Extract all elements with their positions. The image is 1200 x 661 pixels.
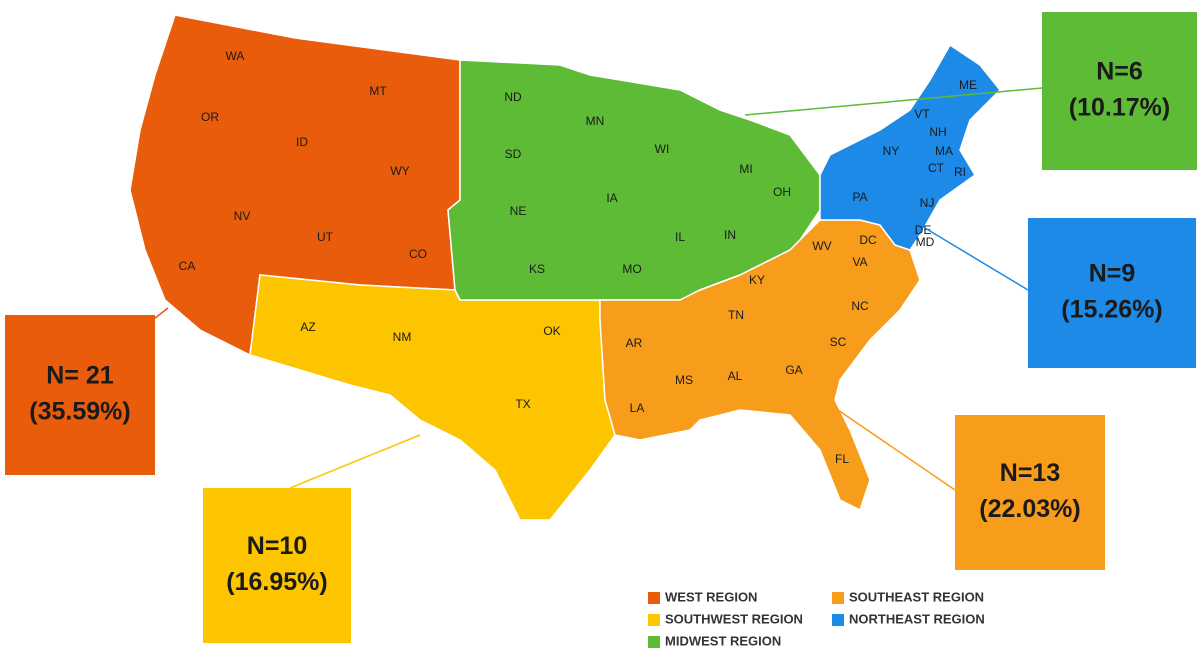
state-label: AZ: [300, 320, 315, 334]
state-label: NM: [393, 330, 412, 344]
state-label: OH: [773, 185, 791, 199]
state-label: NE: [510, 204, 527, 218]
callout-count: N=13: [1000, 459, 1060, 487]
state-label: RI: [954, 165, 966, 179]
state-label: WA: [226, 49, 245, 63]
state-label: SC: [830, 335, 847, 349]
callout-box: [5, 315, 155, 475]
region-shape: [819, 43, 1002, 251]
state-label: NC: [851, 299, 869, 313]
state-label: MI: [739, 162, 752, 176]
state-label: IA: [606, 191, 617, 205]
state-label: NJ: [920, 196, 935, 210]
callout-count: N=10: [247, 532, 307, 560]
state-label: CO: [409, 247, 427, 261]
callout-count: N=6: [1096, 58, 1143, 86]
state-label: LA: [630, 401, 645, 415]
state-label: WI: [655, 142, 670, 156]
legend-label: WEST REGION: [665, 589, 757, 604]
state-label: MS: [675, 373, 693, 387]
callout-box: [1042, 12, 1197, 170]
state-label: KS: [529, 262, 545, 276]
callout-leader: [744, 87, 1043, 116]
state-label: DE: [915, 223, 932, 237]
state-label: VT: [914, 107, 930, 121]
region-shape: [599, 219, 921, 512]
legend-label: NORTHEAST REGION: [849, 611, 985, 626]
legend-label: SOUTHWEST REGION: [665, 611, 803, 626]
state-label: FL: [835, 452, 849, 466]
callout-percent: (35.59%): [29, 398, 130, 426]
legend-swatch: [648, 636, 660, 648]
state-label: NH: [929, 125, 946, 139]
callout-leader: [919, 224, 1029, 291]
state-label: MN: [586, 114, 605, 128]
callout-percent: (15.26%): [1061, 296, 1162, 324]
state-label: WV: [812, 239, 831, 253]
state-label: WY: [390, 164, 409, 178]
legend-swatch: [648, 592, 660, 604]
callout-percent: (22.03%): [979, 495, 1080, 523]
state-label: ME: [959, 78, 977, 92]
state-label: OR: [201, 110, 219, 124]
state-label: PA: [852, 190, 867, 204]
callout-leader: [837, 409, 956, 491]
state-label: ND: [504, 90, 522, 104]
state-label: IN: [724, 228, 736, 242]
state-label: GA: [785, 363, 802, 377]
state-label: KY: [749, 273, 765, 287]
state-label: CA: [179, 259, 196, 273]
callout-leader: [289, 434, 421, 489]
state-label: MO: [622, 262, 641, 276]
legend-label: SOUTHEAST REGION: [849, 589, 984, 604]
callout-box: [955, 415, 1105, 570]
state-label: IL: [675, 230, 685, 244]
state-label: TN: [728, 308, 744, 322]
legend-swatch: [832, 592, 844, 604]
state-label: DC: [859, 233, 877, 247]
state-label: AR: [626, 336, 643, 350]
state-label: AL: [728, 369, 743, 383]
callout-count: N=9: [1089, 260, 1136, 288]
state-label: MA: [935, 144, 953, 158]
callout-percent: (16.95%): [226, 568, 327, 596]
state-label: MT: [369, 84, 387, 98]
legend-swatch: [648, 614, 660, 626]
callout-percent: (10.17%): [1069, 94, 1170, 122]
legend-label: MIDWEST REGION: [665, 633, 781, 648]
state-label: UT: [317, 230, 334, 244]
state-label: VA: [852, 255, 867, 269]
state-label: MD: [916, 235, 935, 249]
state-label: ID: [296, 135, 308, 149]
region-shape: [249, 274, 616, 521]
state-label: SD: [505, 147, 522, 161]
callout-count: N= 21: [46, 362, 114, 390]
callout-box: [1028, 218, 1196, 368]
state-label: TX: [515, 397, 530, 411]
legend-swatch: [832, 614, 844, 626]
region-shapes: [129, 14, 1002, 521]
callout-box: [203, 488, 351, 643]
state-label: NY: [883, 144, 900, 158]
state-label: OK: [543, 324, 560, 338]
state-label: NV: [234, 209, 251, 223]
state-label: CT: [928, 161, 945, 175]
